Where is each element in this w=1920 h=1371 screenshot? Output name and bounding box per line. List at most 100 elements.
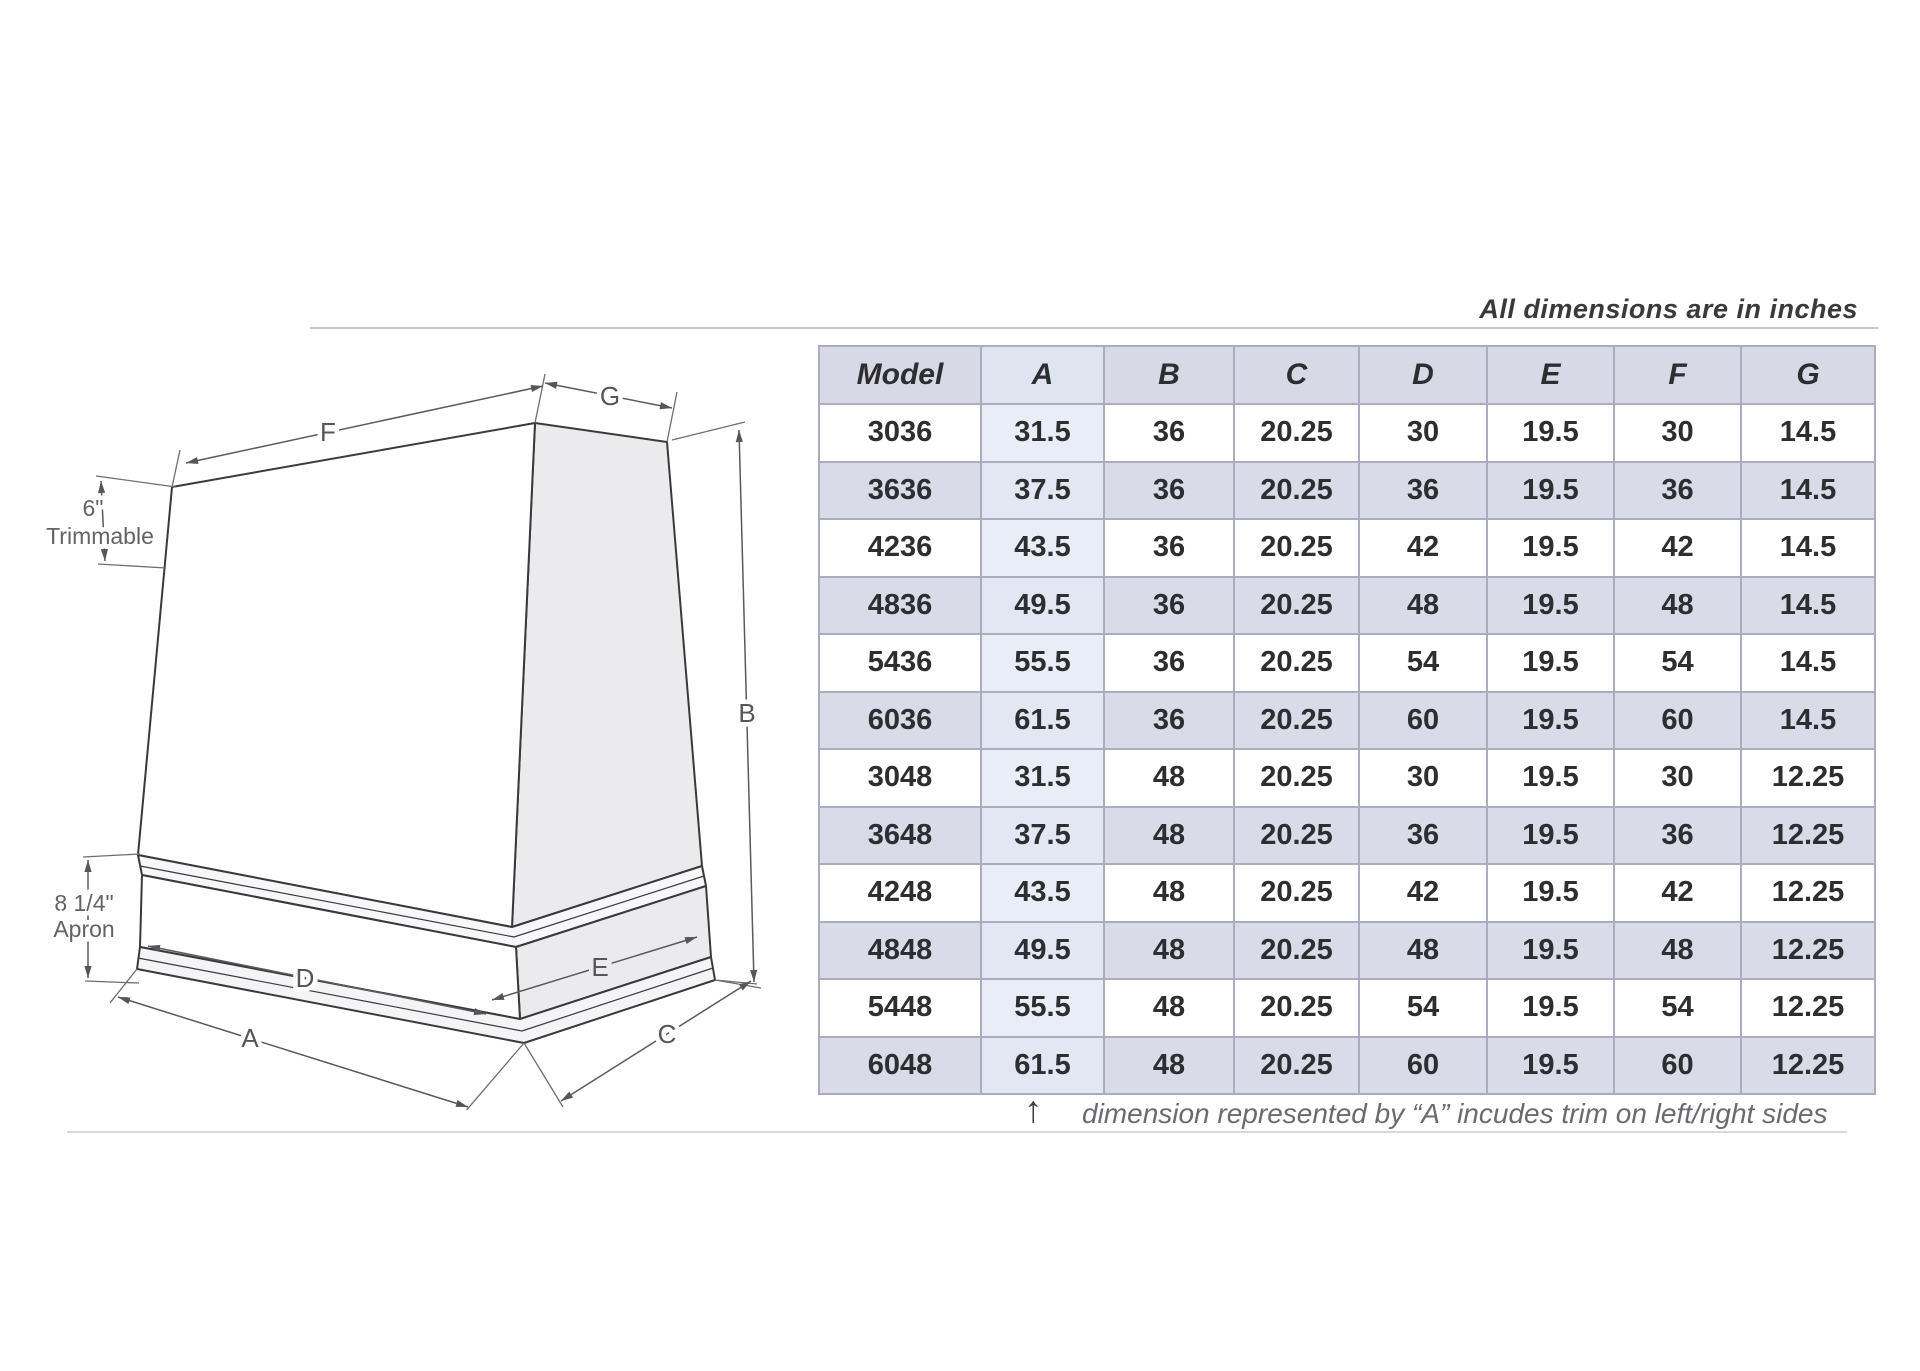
label-g: G <box>600 381 620 411</box>
units-note: All dimensions are in inches <box>1479 294 1858 324</box>
up-arrow-icon: ↑ <box>1024 1089 1043 1130</box>
model-cell: 3048 <box>818 748 982 808</box>
model-cell: 4248 <box>818 863 982 923</box>
dim-cell: 48 <box>1103 863 1235 923</box>
dim-cell: 48 <box>1103 748 1235 808</box>
label-trim-text: Trimmable <box>46 523 154 549</box>
dim-cell: 20.25 <box>1233 863 1360 923</box>
dim-cell: 19.5 <box>1486 978 1615 1038</box>
dim-cell: 20.25 <box>1233 748 1360 808</box>
dim-cell: 19.5 <box>1486 863 1615 923</box>
dim-cell: 60 <box>1358 1035 1488 1095</box>
model-cell: 5436 <box>818 633 982 693</box>
dim-cell: 36 <box>1613 460 1742 520</box>
label-apron-text: Apron <box>53 916 114 942</box>
range-hood-diagram: F G B A C D E 6" Trimmable 8 1/4" Apron <box>42 373 762 1110</box>
dim-cell: 20.25 <box>1233 805 1360 865</box>
dim-cell: 31.5 <box>980 748 1105 808</box>
model-cell: 6036 <box>818 690 982 750</box>
model-cell: 3648 <box>818 805 982 865</box>
dim-cell: 20.25 <box>1233 403 1360 463</box>
dim-cell: 37.5 <box>980 460 1105 520</box>
dim-cell: 19.5 <box>1486 403 1615 463</box>
dim-cell: 48 <box>1358 575 1488 635</box>
dim-cell: 36 <box>1103 518 1235 578</box>
column-header-d: D <box>1358 345 1488 405</box>
dim-cell: 36 <box>1103 403 1235 463</box>
column-header-model: Model <box>818 345 982 405</box>
hood-drawing <box>136 422 716 1044</box>
label-b: B <box>738 698 755 728</box>
dim-cell: 42 <box>1613 863 1742 923</box>
label-a: A <box>241 1023 259 1053</box>
column-header-b: B <box>1103 345 1235 405</box>
dim-cell: 20.25 <box>1233 920 1360 980</box>
dim-cell: 54 <box>1613 978 1742 1038</box>
dim-cell: 12.25 <box>1740 920 1876 980</box>
dim-cell: 14.5 <box>1740 633 1876 693</box>
label-d: D <box>296 963 315 993</box>
dim-cell: 30 <box>1613 748 1742 808</box>
dim-cell: 48 <box>1358 920 1488 980</box>
dim-line-trim <box>100 480 106 562</box>
column-header-e: E <box>1486 345 1615 405</box>
dim-cell: 14.5 <box>1740 518 1876 578</box>
dim-cell: 19.5 <box>1486 748 1615 808</box>
hood-right-face <box>511 422 703 928</box>
column-header-a: A <box>980 345 1105 405</box>
dim-cell: 42 <box>1358 863 1488 923</box>
column-header-c: C <box>1233 345 1360 405</box>
dim-cell: 49.5 <box>980 575 1105 635</box>
dim-cell: 20.25 <box>1233 518 1360 578</box>
dim-line-d <box>147 945 487 1015</box>
dim-cell: 36 <box>1358 460 1488 520</box>
dim-cell: 12.25 <box>1740 978 1876 1038</box>
column-header-f: F <box>1613 345 1742 405</box>
label-e: E <box>591 952 608 982</box>
dim-cell: 19.5 <box>1486 690 1615 750</box>
model-cell: 3036 <box>818 403 982 463</box>
dim-cell: 19.5 <box>1486 633 1615 693</box>
dim-cell: 48 <box>1103 920 1235 980</box>
dim-cell: 42 <box>1613 518 1742 578</box>
dim-cell: 36 <box>1613 805 1742 865</box>
column-header-g: G <box>1740 345 1876 405</box>
crown-molding-line <box>139 865 705 938</box>
label-trim-value: 6" <box>83 495 104 521</box>
dim-cell: 12.25 <box>1740 748 1876 808</box>
dim-cell: 54 <box>1358 633 1488 693</box>
dim-cell: 55.5 <box>980 633 1105 693</box>
dim-cell: 20.25 <box>1233 633 1360 693</box>
table-row: 3636 37.5 36 20.25 36 19.5 36 14.5 <box>818 460 1876 520</box>
table-row: 5448 55.5 48 20.25 54 19.5 54 12.25 <box>818 978 1876 1038</box>
dimension-lines <box>82 373 762 1110</box>
model-cell: 4836 <box>818 575 982 635</box>
label-apron-value: 8 1/4" <box>54 890 113 916</box>
table-row: 5436 55.5 36 20.25 54 19.5 54 14.5 <box>818 633 1876 693</box>
table-row: 4848 49.5 48 20.25 48 19.5 48 12.25 <box>818 920 1876 980</box>
dim-cell: 36 <box>1103 460 1235 520</box>
hood-front-face <box>137 422 536 928</box>
dim-cell: 19.5 <box>1486 575 1615 635</box>
dim-cell: 54 <box>1613 633 1742 693</box>
model-cell: 4848 <box>818 920 982 980</box>
table-row: 3048 31.5 48 20.25 30 19.5 30 12.25 <box>818 748 1876 808</box>
model-cell: 4236 <box>818 518 982 578</box>
dim-cell: 20.25 <box>1233 575 1360 635</box>
dim-cell: 36 <box>1103 690 1235 750</box>
dim-cell: 20.25 <box>1233 690 1360 750</box>
table-row: 4248 43.5 48 20.25 42 19.5 42 12.25 <box>818 863 1876 923</box>
dim-cell: 61.5 <box>980 1035 1105 1095</box>
bottom-divider <box>67 1131 1847 1133</box>
dim-cell: 20.25 <box>1233 1035 1360 1095</box>
model-cell: 6048 <box>818 1035 982 1095</box>
dim-cell: 54 <box>1358 978 1488 1038</box>
dim-cell: 30 <box>1358 403 1488 463</box>
label-f: F <box>320 417 336 447</box>
dim-line-e <box>491 936 698 1001</box>
header-row: Model A B C D E F G <box>818 345 1876 405</box>
dim-cell: 12.25 <box>1740 805 1876 865</box>
dim-cell: 37.5 <box>980 805 1105 865</box>
dim-line-b <box>738 429 755 983</box>
